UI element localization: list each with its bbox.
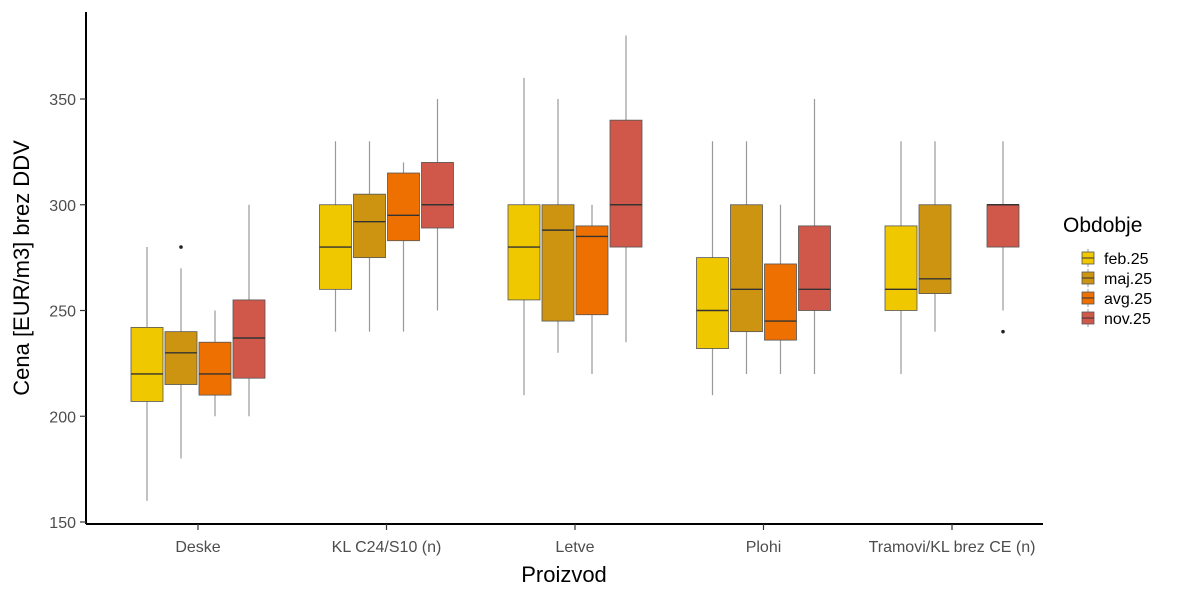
x-axis-title: Proizvod xyxy=(521,562,607,587)
box-feb.25 xyxy=(130,247,164,501)
y-tick-label: 150 xyxy=(49,515,76,532)
box-body xyxy=(130,327,164,402)
legend-item-nov.25: nov.25 xyxy=(1081,309,1151,328)
y-axis-title: Cena [EUR/m3] brez DDV xyxy=(9,140,34,396)
box-nov.25 xyxy=(421,99,454,311)
box-maj.25 xyxy=(541,99,575,353)
legend-label: nov.25 xyxy=(1104,311,1151,328)
box-body xyxy=(198,341,232,396)
box-nov.25 xyxy=(798,99,831,374)
y-tick-label: 250 xyxy=(49,304,76,321)
box-nov.25 xyxy=(232,204,266,417)
box-feb.25 xyxy=(696,141,729,396)
box-body xyxy=(421,162,454,229)
box-body xyxy=(986,204,1020,248)
box-avg.25 xyxy=(198,310,232,417)
box-maj.25 xyxy=(918,141,952,332)
box-nov.25 xyxy=(609,35,643,343)
box-body xyxy=(609,119,643,248)
box-maj.25 xyxy=(353,141,386,332)
box-avg.25 xyxy=(764,204,797,374)
outlier-point xyxy=(1001,329,1005,334)
box-body xyxy=(575,225,609,316)
legend: Obdobje feb.25 maj.25 avg.25 nov.25 xyxy=(1063,214,1152,328)
x-ticks: Deske KL C24/S10 (n) Letve Plohi Tramovi/KL … xyxy=(175,524,1035,556)
outlier-point xyxy=(179,245,183,249)
box-body xyxy=(232,299,266,379)
y-tick-label: 200 xyxy=(49,409,76,426)
box-body xyxy=(918,204,952,294)
box-body xyxy=(764,263,797,341)
axes xyxy=(85,12,1043,525)
x-tick-label: Plohi xyxy=(746,539,782,556)
box-feb.25 xyxy=(507,77,541,396)
box-body xyxy=(387,172,420,242)
box-body xyxy=(884,225,918,311)
legend-item-avg.25: avg.25 xyxy=(1081,289,1152,308)
box-body xyxy=(798,225,831,311)
box-body xyxy=(164,331,198,385)
box-body xyxy=(730,204,763,333)
legend-title: Obdobje xyxy=(1063,214,1142,237)
box-avg.25 xyxy=(387,162,420,332)
box-body xyxy=(507,204,541,301)
y-tick-label: 300 xyxy=(49,198,76,215)
x-tick-label: Letve xyxy=(555,539,594,556)
x-tick-label: Deske xyxy=(175,539,220,556)
plot-area xyxy=(130,35,1020,501)
box-feb.25 xyxy=(319,141,352,332)
box-body xyxy=(353,193,386,259)
y-tick-label: 350 xyxy=(49,92,76,109)
box-nov.25 xyxy=(986,141,1020,334)
box-body xyxy=(696,257,729,349)
box-feb.25 xyxy=(884,141,918,374)
legend-item-feb.25: feb.25 xyxy=(1081,249,1149,268)
box-maj.25 xyxy=(164,245,198,459)
box-avg.25 xyxy=(575,204,609,374)
box-body xyxy=(541,204,575,322)
x-tick-label: Tramovi/KL brez CE (n) xyxy=(869,539,1036,556)
x-tick-label: KL C24/S10 (n) xyxy=(332,539,442,556)
y-ticks: 150 200 250 300 350 xyxy=(49,92,86,532)
box-maj.25 xyxy=(730,141,763,374)
legend-item-maj.25: maj.25 xyxy=(1081,269,1152,288)
legend-label: maj.25 xyxy=(1104,271,1152,288)
legend-label: feb.25 xyxy=(1104,251,1149,268)
legend-label: avg.25 xyxy=(1104,291,1152,308)
